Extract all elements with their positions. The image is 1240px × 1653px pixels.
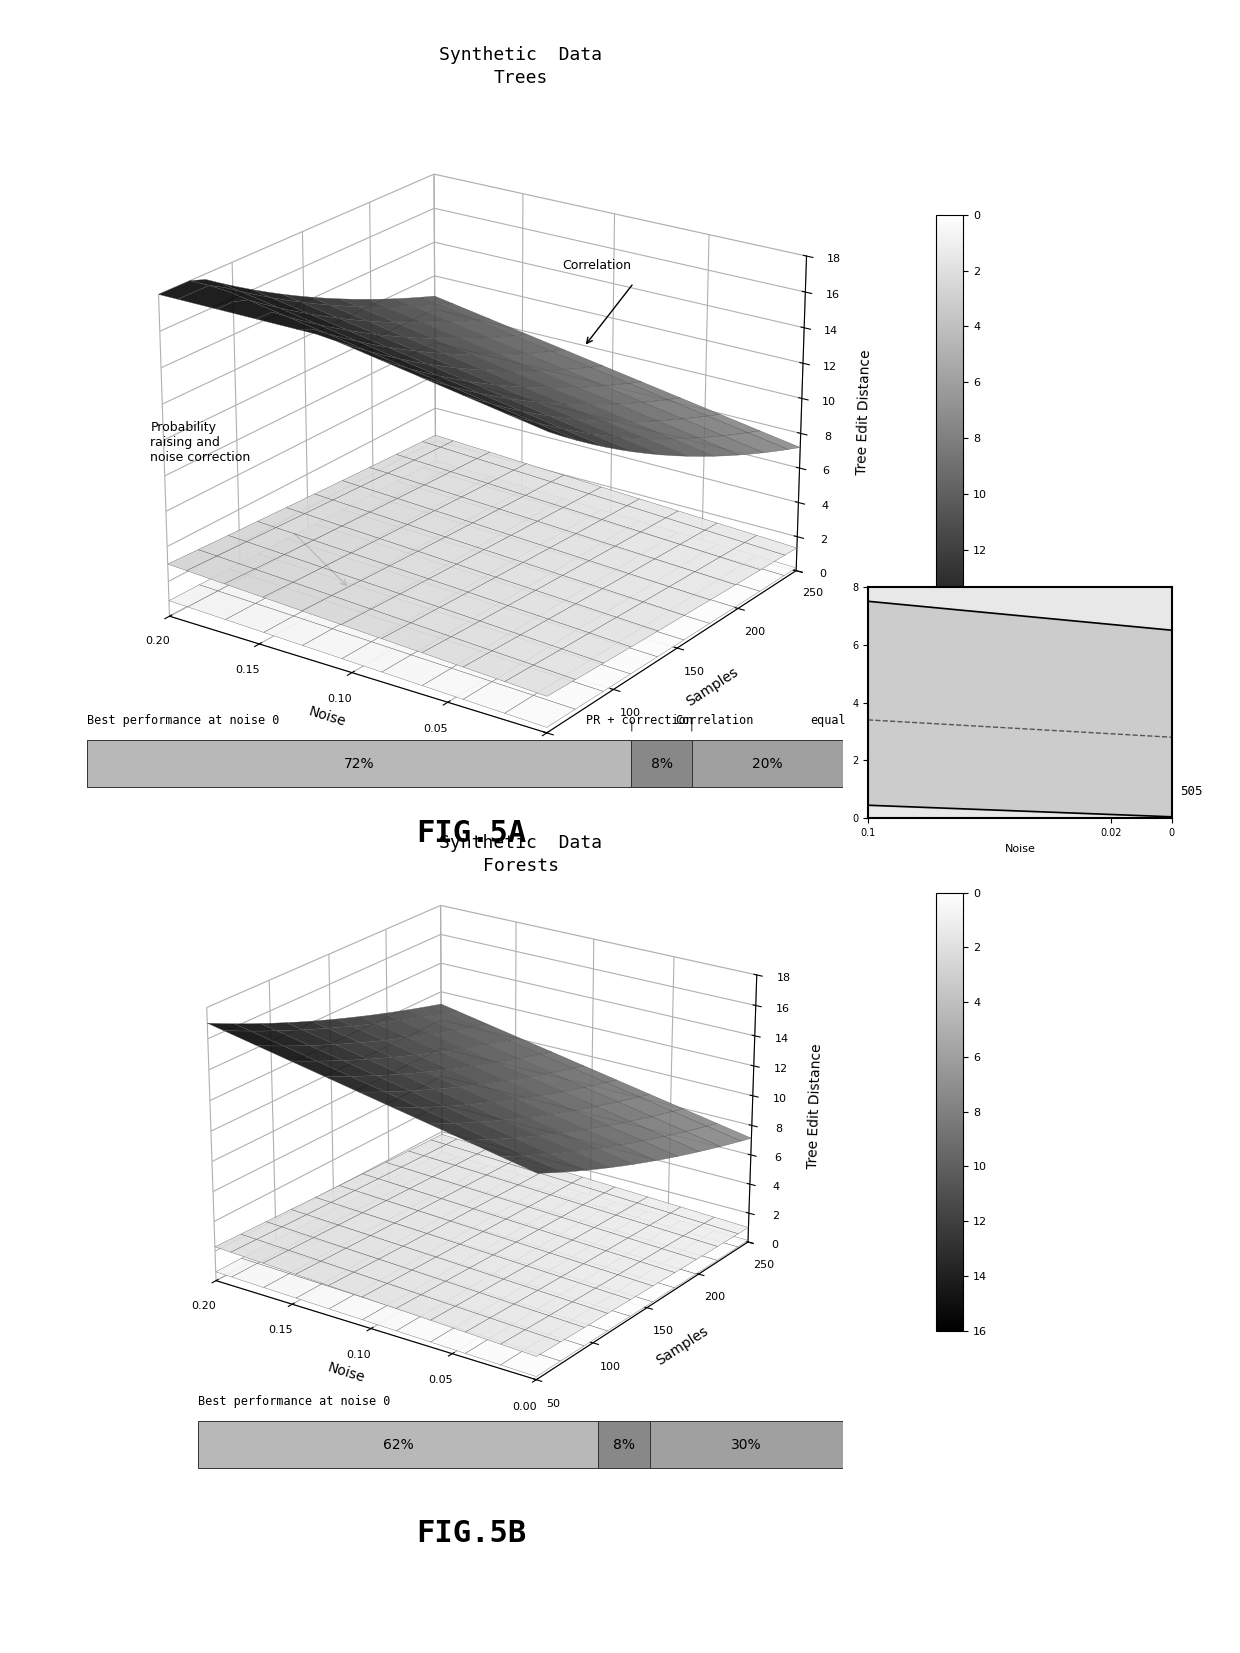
X-axis label: Noise: Noise [306,704,347,729]
Text: 8%: 8% [651,757,672,770]
Text: Trees: Trees [494,69,548,86]
Y-axis label: Samples: Samples [683,665,740,709]
X-axis label: Noise: Noise [325,1360,366,1385]
Text: FIG.5B: FIG.5B [417,1519,526,1549]
Text: PR + correction: PR + correction [585,714,692,727]
Bar [598,1422,650,1468]
Text: Correlation: Correlation [676,714,754,727]
Text: Forests: Forests [482,858,559,874]
Y-axis label: Samples: Samples [653,1324,711,1369]
Text: Best performance at noise 0: Best performance at noise 0 [198,1395,391,1408]
Text: 62%: 62% [383,1438,414,1451]
Bar [631,741,692,787]
Text: Synthetic  Data: Synthetic Data [439,46,603,63]
Text: |: | [691,721,693,731]
Text: Best performance at noise 0: Best performance at noise 0 [87,714,279,727]
Bar [198,1422,598,1468]
Bar [87,741,631,787]
Text: Probability
raising and
noise correction: Probability raising and noise correction [150,420,250,463]
Text: Synthetic  Data: Synthetic Data [439,835,603,851]
Bar [650,1422,843,1468]
Text: equal: equal [810,714,846,727]
X-axis label: Noise: Noise [1004,843,1035,853]
Bar [692,741,843,787]
Text: 30%: 30% [732,1438,761,1451]
Text: 505: 505 [1180,785,1203,798]
Text: 72%: 72% [343,757,374,770]
Text: FIG.5A: FIG.5A [417,818,526,848]
Text: 8%: 8% [613,1438,635,1451]
Text: |: | [630,721,634,731]
Text: Correlation: Correlation [563,258,631,271]
Text: 20%: 20% [753,757,782,770]
